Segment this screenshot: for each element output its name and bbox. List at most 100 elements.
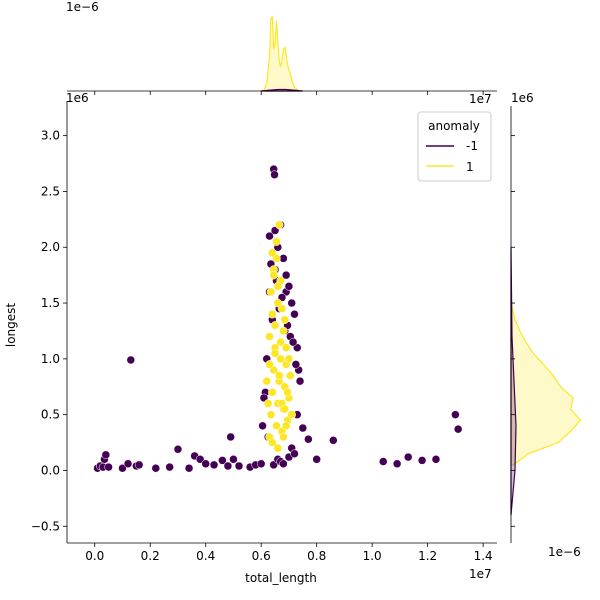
axes-spines [66, 90, 512, 544]
y-tick-label: 3.0 [41, 129, 60, 143]
point-anomaly-neg [151, 463, 161, 473]
legend: anomaly -1 1 [417, 111, 492, 182]
right-marginal-panel: 1e−6 [510, 247, 582, 559]
point-anomaly-pos [281, 343, 291, 352]
x-offset-label-bottom: 1e7 [469, 567, 492, 581]
y-tick-label: 0.5 [41, 408, 60, 422]
y-tick-label: 2.5 [41, 184, 60, 198]
x-tick-label: 0.8 [307, 549, 326, 563]
point-anomaly-pos [276, 354, 285, 364]
point-anomaly-neg [295, 376, 305, 386]
point-anomaly-pos [266, 410, 276, 419]
point-anomaly-neg [209, 460, 219, 470]
point-anomaly-neg [284, 282, 294, 291]
point-anomaly-pos [273, 443, 283, 453]
x-tick-label: 0.6 [252, 549, 271, 563]
main-axes: 0.0 0.2 0.4 0.6 0.8 1.0 1.2 1.4 −0.5 0.0 0.5 1.0 1.… [4, 90, 534, 585]
point-anomaly-pos [286, 371, 295, 380]
point-anomaly-pos [280, 404, 290, 414]
point-anomaly-neg [201, 459, 210, 469]
x-axis-label: total_length [245, 571, 317, 585]
x-tick-label: 0.0 [85, 549, 104, 563]
point-anomaly-neg [258, 421, 267, 431]
point-anomaly-pos [281, 421, 291, 431]
point-anomaly-pos [269, 270, 278, 280]
point-anomaly-neg [104, 462, 113, 472]
point-anomaly-pos [287, 410, 296, 419]
point-anomaly-neg [226, 432, 235, 442]
y-scale-label: 1e6 [66, 91, 89, 105]
y-axis-ticks: −0.5 0.0 0.5 1.0 1.5 2.0 2.5 3.0 [31, 129, 67, 533]
top-marginal-ticks [94, 91, 484, 95]
point-anomaly-neg [126, 355, 136, 365]
point-anomaly-neg [392, 459, 402, 469]
point-anomaly-neg [304, 434, 313, 444]
point-anomaly-neg [270, 170, 279, 179]
point-anomaly-neg [101, 450, 111, 460]
point-anomaly-pos [270, 321, 280, 330]
x-axis-ticks: 0.0 0.2 0.4 0.6 0.8 1.0 1.2 1.4 [85, 543, 493, 563]
point-anomaly-pos [276, 337, 285, 347]
point-anomaly-neg [312, 455, 321, 464]
top-marginal-panel: 1e−6 [66, 0, 303, 92]
point-anomaly-neg [134, 460, 144, 470]
point-anomaly-neg [431, 455, 441, 464]
x-tick-label: 1.4 [474, 549, 493, 563]
point-anomaly-neg [329, 436, 338, 445]
point-anomaly-neg [403, 452, 413, 462]
point-anomaly-pos [273, 282, 283, 291]
point-anomaly-neg [223, 461, 233, 471]
point-anomaly-neg [288, 337, 298, 347]
point-anomaly-neg [281, 270, 291, 280]
point-anomaly-pos [268, 438, 277, 447]
right-marginal-ticks [511, 135, 515, 527]
point-anomaly-neg [218, 456, 227, 465]
y-tick-label: 2.0 [41, 240, 60, 254]
legend-label-anomaly-pos: 1 [466, 160, 474, 174]
point-anomaly-pos [272, 421, 281, 431]
top-marginal-scale-label: 1e−6 [66, 0, 99, 14]
legend-label-anomaly-neg: -1 [466, 139, 478, 153]
y-tick-label: 1.0 [41, 352, 60, 366]
point-anomaly-neg [118, 463, 127, 473]
point-anomaly-neg [290, 449, 299, 458]
point-anomaly-neg [195, 455, 205, 464]
point-anomaly-neg [417, 456, 427, 465]
point-anomaly-pos [266, 287, 276, 297]
point-anomaly-neg [453, 424, 463, 434]
legend-frame [417, 111, 492, 182]
point-anomaly-pos [274, 220, 284, 230]
top-kde-anomaly-pos [260, 15, 301, 92]
scatter-points [93, 164, 463, 473]
point-anomaly-pos [274, 371, 284, 380]
y-tick-label: −0.5 [31, 519, 60, 533]
point-anomaly-pos [283, 388, 292, 397]
point-anomaly-neg [379, 457, 388, 466]
point-anomaly-pos [265, 360, 274, 369]
point-anomaly-neg [123, 459, 133, 469]
point-anomaly-neg [290, 309, 299, 319]
x-tick-label: 1.2 [418, 549, 437, 563]
point-anomaly-pos [280, 315, 290, 325]
point-anomaly-neg [165, 462, 174, 472]
point-anomaly-pos [262, 376, 271, 386]
point-anomaly-pos [279, 326, 288, 336]
point-anomaly-neg [265, 231, 274, 241]
x-scale-label: 1e7 [469, 92, 492, 106]
point-anomaly-pos [284, 354, 294, 364]
right-marginal-scale-label: 1e−6 [548, 545, 581, 559]
right-marginal-kde [510, 247, 582, 516]
point-anomaly-pos [265, 332, 274, 341]
point-anomaly-pos [263, 399, 273, 408]
point-anomaly-neg [234, 461, 244, 471]
point-anomaly-neg [173, 445, 183, 454]
point-anomaly-pos [268, 388, 277, 397]
top-marginal-kde [260, 15, 303, 92]
point-anomaly-neg [298, 423, 308, 433]
point-anomaly-pos [270, 349, 280, 358]
point-anomaly-pos [268, 248, 277, 258]
x-tick-label: 0.4 [196, 549, 215, 563]
right-marginal-top-label: 1e6 [511, 91, 534, 105]
point-anomaly-neg [184, 463, 194, 473]
